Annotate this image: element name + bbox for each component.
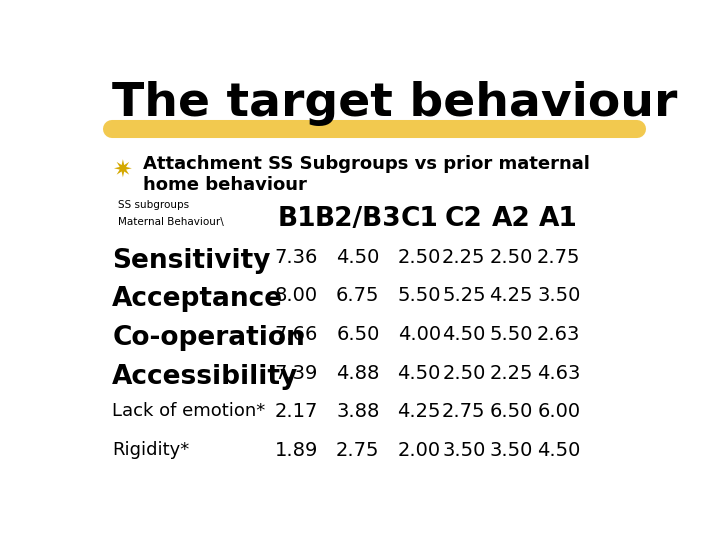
Text: Rigidity*: Rigidity* bbox=[112, 441, 189, 459]
Text: 4.50: 4.50 bbox=[537, 441, 580, 460]
Text: Sensitivity: Sensitivity bbox=[112, 248, 271, 274]
Text: A2: A2 bbox=[492, 206, 531, 232]
Text: 4.25: 4.25 bbox=[490, 286, 533, 306]
Text: 2.75: 2.75 bbox=[537, 248, 580, 267]
Text: 6.00: 6.00 bbox=[537, 402, 580, 421]
Text: 2.63: 2.63 bbox=[537, 325, 580, 344]
Text: SS subgroups: SS subgroups bbox=[118, 200, 189, 210]
Text: 7.66: 7.66 bbox=[275, 325, 318, 344]
Text: 5.25: 5.25 bbox=[442, 286, 486, 306]
Text: ✷: ✷ bbox=[112, 158, 132, 183]
Text: 3.50: 3.50 bbox=[490, 441, 533, 460]
Text: 2.17: 2.17 bbox=[275, 402, 318, 421]
Text: 7.39: 7.39 bbox=[275, 364, 318, 383]
Text: Attachment SS Subgroups vs prior maternal: Attachment SS Subgroups vs prior materna… bbox=[143, 156, 590, 173]
Text: 2.75: 2.75 bbox=[442, 402, 485, 421]
Text: 4.50: 4.50 bbox=[397, 364, 441, 383]
Text: 3.50: 3.50 bbox=[537, 286, 580, 306]
Text: Accessibility: Accessibility bbox=[112, 364, 299, 390]
Text: 2.25: 2.25 bbox=[442, 248, 485, 267]
Text: 1.89: 1.89 bbox=[275, 441, 318, 460]
Text: 6.75: 6.75 bbox=[336, 286, 379, 306]
Text: 5.50: 5.50 bbox=[490, 325, 533, 344]
Text: Lack of emotion*: Lack of emotion* bbox=[112, 402, 266, 421]
Text: Acceptance: Acceptance bbox=[112, 286, 284, 313]
Text: 7.36: 7.36 bbox=[275, 248, 318, 267]
Text: B1: B1 bbox=[277, 206, 316, 232]
Text: 6.50: 6.50 bbox=[336, 325, 379, 344]
Text: 4.25: 4.25 bbox=[397, 402, 441, 421]
Text: C1: C1 bbox=[400, 206, 438, 232]
Text: 2.50: 2.50 bbox=[397, 248, 441, 267]
Text: 3.50: 3.50 bbox=[442, 441, 485, 460]
Text: 4.50: 4.50 bbox=[336, 248, 379, 267]
Text: 4.50: 4.50 bbox=[442, 325, 485, 344]
Text: B2/B3: B2/B3 bbox=[315, 206, 401, 232]
Text: Maternal Behaviour\: Maternal Behaviour\ bbox=[118, 217, 224, 227]
Text: 4.88: 4.88 bbox=[336, 364, 379, 383]
Text: 2.50: 2.50 bbox=[442, 364, 485, 383]
Text: 5.50: 5.50 bbox=[397, 286, 441, 306]
Text: 4.00: 4.00 bbox=[397, 325, 441, 344]
Text: 4.63: 4.63 bbox=[537, 364, 580, 383]
Text: Co-operation: Co-operation bbox=[112, 325, 305, 351]
Text: 2.25: 2.25 bbox=[490, 364, 533, 383]
Text: C2: C2 bbox=[445, 206, 482, 232]
Text: 2.75: 2.75 bbox=[336, 441, 379, 460]
Text: The target behaviour: The target behaviour bbox=[112, 82, 678, 126]
Text: 3.88: 3.88 bbox=[336, 402, 379, 421]
Text: 2.50: 2.50 bbox=[490, 248, 533, 267]
Text: 2.00: 2.00 bbox=[397, 441, 441, 460]
Text: 6.50: 6.50 bbox=[490, 402, 533, 421]
Text: 8.00: 8.00 bbox=[275, 286, 318, 306]
Text: A1: A1 bbox=[539, 206, 578, 232]
Text: home behaviour: home behaviour bbox=[143, 176, 307, 194]
